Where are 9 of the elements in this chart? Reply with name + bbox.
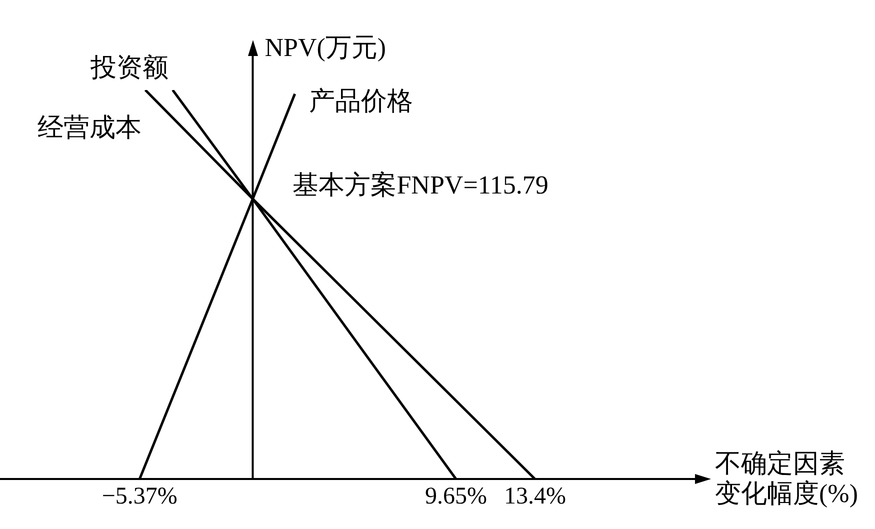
x-tick-label: 13.4% [504,483,566,510]
annotation: 基本方案FNPV=115.79 [292,170,548,200]
series-label: 投资额 [90,52,169,82]
x-axis-title: 不确定因素变化幅度(%) [715,449,859,509]
x-tick-label: −5.37% [102,483,178,510]
y-axis-title: NPV(万元) [264,32,386,64]
series-label: 产品价格 [308,86,413,116]
x-tick-label: 9.65% [424,483,487,510]
series-label: 经营成本 [37,112,142,142]
